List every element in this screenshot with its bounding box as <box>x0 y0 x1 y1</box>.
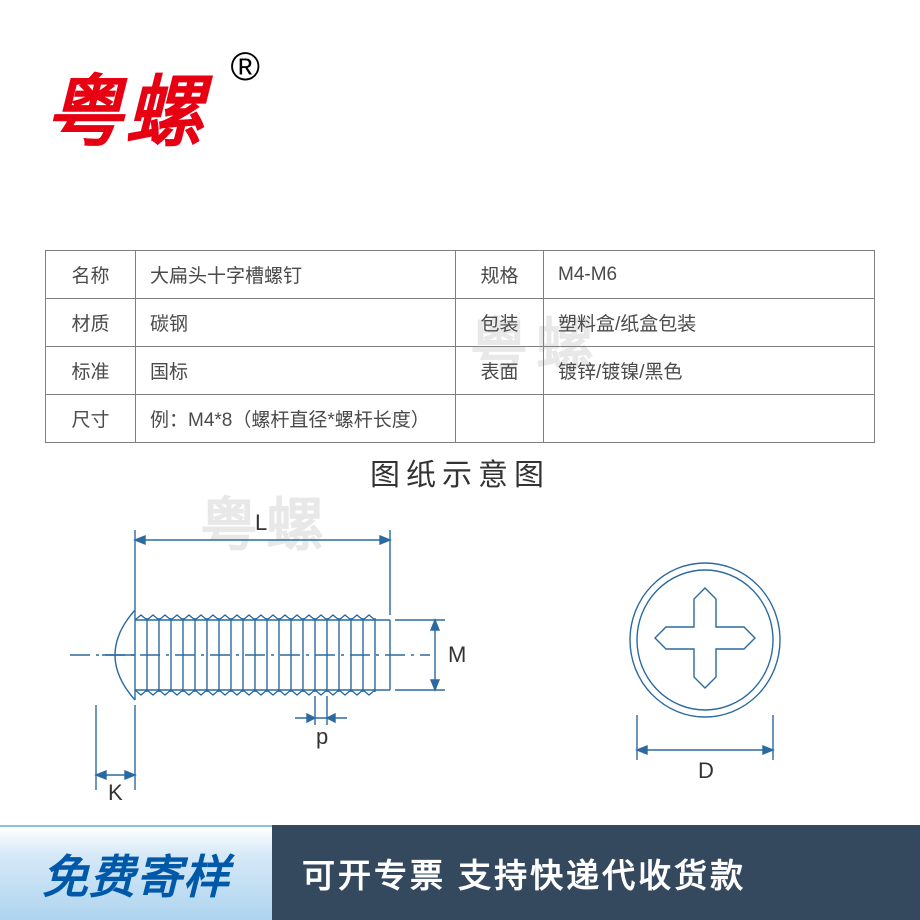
diagram-title: 图纸示意图 <box>0 450 920 494</box>
table-row: 尺寸 例：M4*8（螺杆直径*螺杆长度） <box>46 395 875 443</box>
cell-label: 规格 <box>456 251 544 299</box>
cell-label: 标准 <box>46 347 136 395</box>
table-row: 标准 国标 表面 镀锌/镀镍/黑色 <box>46 347 875 395</box>
cell-label: 名称 <box>46 251 136 299</box>
technical-diagram: L M p K D <box>50 500 870 810</box>
cell-value: M4-M6 <box>544 251 875 299</box>
footer-right-panel: 可开专票 支持快递代收货款 <box>272 825 920 920</box>
cell-label: 尺寸 <box>46 395 136 443</box>
cell-value <box>544 395 875 443</box>
table-row: 名称 大扁头十字槽螺钉 规格 M4-M6 <box>46 251 875 299</box>
brand-logo: 粤螺 ® <box>45 50 205 162</box>
footer-right-text: 可开专票 支持快递代收货款 <box>302 849 746 897</box>
cell-label: 材质 <box>46 299 136 347</box>
footer-left-panel: 免费寄样 <box>0 825 272 920</box>
table-row: 材质 碳钢 包装 塑料盒/纸盒包装 <box>46 299 875 347</box>
cell-label: 包装 <box>456 299 544 347</box>
cell-value: 碳钢 <box>136 299 456 347</box>
dim-label-M: M <box>448 642 466 667</box>
dim-label-K: K <box>108 780 123 805</box>
cell-label <box>456 395 544 443</box>
dim-label-D: D <box>698 758 714 783</box>
spec-table: 名称 大扁头十字槽螺钉 规格 M4-M6 材质 碳钢 包装 塑料盒/纸盒包装 标… <box>45 250 875 443</box>
logo-text: 粤螺 <box>45 68 205 156</box>
dim-label-P: p <box>316 724 328 749</box>
cell-label: 表面 <box>456 347 544 395</box>
registered-mark: ® <box>231 45 260 90</box>
cell-value: 例：M4*8（螺杆直径*螺杆长度） <box>136 395 456 443</box>
screw-diagram-svg: L M p K D <box>50 500 870 810</box>
footer-bar: 免费寄样 可开专票 支持快递代收货款 <box>0 825 920 920</box>
footer-left-text: 免费寄样 <box>42 841 230 907</box>
dim-label-L: L <box>255 510 267 535</box>
cell-value: 塑料盒/纸盒包装 <box>544 299 875 347</box>
cell-value: 国标 <box>136 347 456 395</box>
cell-value: 大扁头十字槽螺钉 <box>136 251 456 299</box>
cell-value: 镀锌/镀镍/黑色 <box>544 347 875 395</box>
